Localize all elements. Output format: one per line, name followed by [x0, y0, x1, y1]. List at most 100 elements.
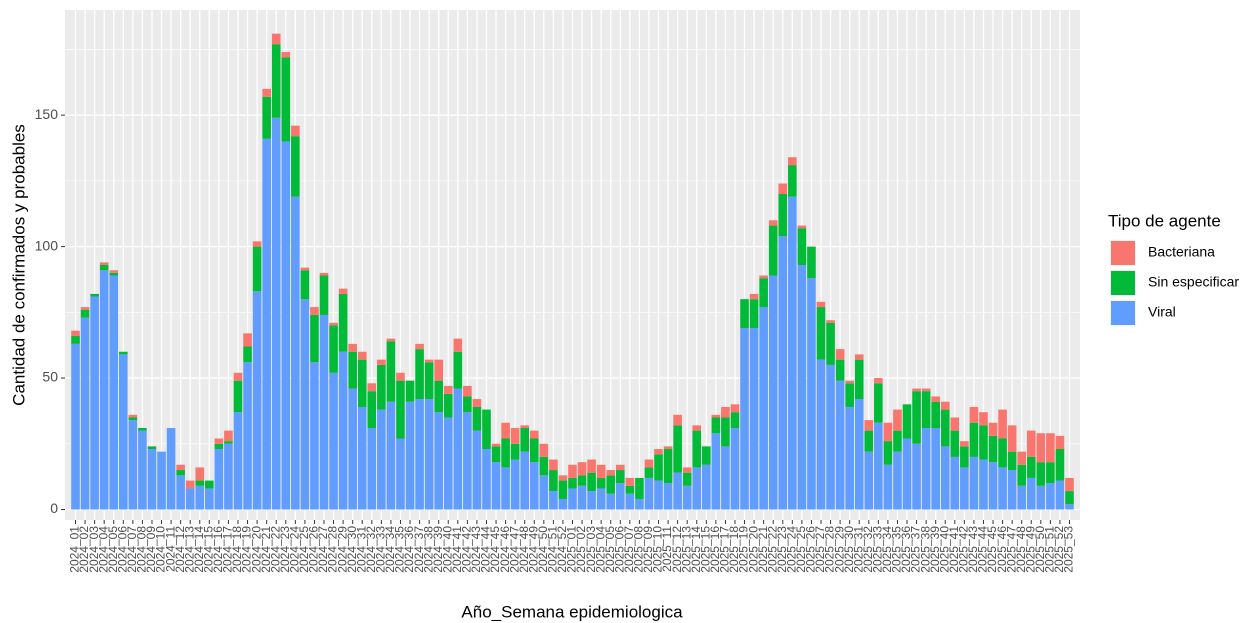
x-tick-label: 2025_04 [593, 526, 607, 573]
x-tick-label: 2025_32 [861, 526, 875, 573]
y-tick-label: 0 [50, 500, 58, 516]
bar-segment [931, 427, 940, 510]
bar-segment [463, 385, 472, 397]
bar-segment [1017, 464, 1027, 486]
bar-segment [816, 307, 826, 360]
x-tick-label: 2025_22 [765, 526, 779, 573]
bar-segment [587, 472, 596, 492]
x-tick-label: 2024_03 [87, 526, 101, 573]
bar-segment [778, 183, 788, 195]
bar-segment [874, 378, 883, 384]
bar-segment [788, 165, 797, 197]
bar-segment [415, 349, 424, 400]
legend-label: Bacteriana [1148, 244, 1215, 260]
x-tick-label: 2025_15 [698, 526, 712, 573]
x-tick-label: 2024_25 [297, 526, 311, 573]
bar-segment [912, 391, 921, 444]
bar-segment [663, 446, 673, 450]
bar-segment [568, 488, 577, 510]
bar-segment [960, 441, 969, 447]
bar-segment [529, 430, 539, 439]
x-tick-label: 2025_18 [727, 526, 741, 573]
x-tick-label: 2025_03 [584, 526, 598, 573]
bar-segment [606, 475, 616, 494]
legend-label: Sin especificar [1148, 274, 1239, 290]
x-tick-label: 2024_13 [182, 526, 196, 573]
bar-segment [128, 420, 138, 510]
bar-segment [99, 265, 109, 271]
bar-segment [90, 296, 99, 510]
x-tick-label: 2024_35 [393, 526, 407, 573]
x-tick-label: 2024_01 [68, 526, 82, 573]
bar-segment [1046, 483, 1055, 510]
bar-segment [845, 406, 854, 510]
bar-segment [654, 449, 663, 455]
bar-segment [740, 299, 749, 329]
bar-segment [749, 293, 759, 300]
bar-segment [243, 362, 252, 510]
x-tick-label: 2024_17 [221, 526, 235, 573]
x-tick-label: 2025_38 [918, 526, 932, 573]
x-tick-label: 2025_47 [1004, 526, 1018, 573]
x-tick-label: 2025_44 [976, 526, 990, 573]
bar-segment [663, 449, 673, 484]
x-tick-label: 2024_41 [450, 526, 464, 573]
x-tick-label: 2024_51 [546, 526, 560, 573]
bar-segment [682, 472, 692, 486]
bar-segment [300, 299, 310, 510]
bar-segment [797, 265, 807, 510]
x-tick-label: 2024_15 [201, 526, 215, 573]
bar-segment [940, 446, 950, 510]
bar-segment [663, 483, 673, 510]
bar-segment [386, 401, 396, 510]
bar-segment [224, 441, 233, 444]
bar-segment [424, 359, 434, 363]
bar-segment [549, 459, 558, 471]
bar-segment [520, 451, 530, 510]
bar-segment [310, 314, 319, 363]
bar-segment [472, 399, 482, 407]
bar-segment [377, 364, 386, 410]
x-tick-label: 2024_07 [125, 526, 139, 573]
bar-segment [635, 498, 644, 510]
bar-segment [329, 325, 338, 373]
bar-segment [329, 322, 338, 326]
bar-segment [759, 307, 768, 510]
bar-segment [749, 299, 759, 329]
bar-segment [176, 464, 185, 471]
x-tick-label: 2025_25 [794, 526, 808, 573]
bar-segment [893, 409, 902, 431]
bar-segment [99, 262, 109, 265]
bar-segment [501, 438, 510, 468]
bar-segment [482, 409, 491, 450]
x-tick-label: 2024_20 [249, 526, 263, 573]
bar-segment [864, 451, 874, 510]
bar-segment [854, 399, 864, 510]
bar-segment [874, 422, 883, 510]
x-tick-label: 2025_49 [1023, 526, 1037, 573]
bar-segment [501, 467, 510, 510]
bar-segment [902, 438, 912, 510]
bar-segment [615, 483, 625, 510]
bar-segment [262, 88, 271, 97]
bar-segment [883, 441, 893, 465]
legend-swatch [1111, 241, 1135, 265]
bar-segment [702, 446, 711, 465]
bar-segment [147, 449, 157, 510]
bar-segment [472, 430, 482, 510]
x-tick-label: 2024_29 [335, 526, 349, 573]
bar-segment [921, 388, 931, 392]
x-tick-label: 2024_24 [288, 526, 302, 573]
bar-segment [1007, 425, 1017, 452]
bar-segment [482, 449, 491, 510]
bar-segment [577, 462, 587, 476]
x-tick-label: 2025_43 [966, 526, 980, 573]
bar-segment [338, 288, 348, 294]
x-tick-label: 2025_05 [603, 526, 617, 573]
bar-segment [721, 446, 730, 510]
bar-segment [118, 351, 128, 355]
bar-segment [979, 459, 988, 510]
bar-segment [673, 472, 682, 510]
bar-segment [940, 409, 950, 447]
bar-segment [711, 417, 721, 434]
